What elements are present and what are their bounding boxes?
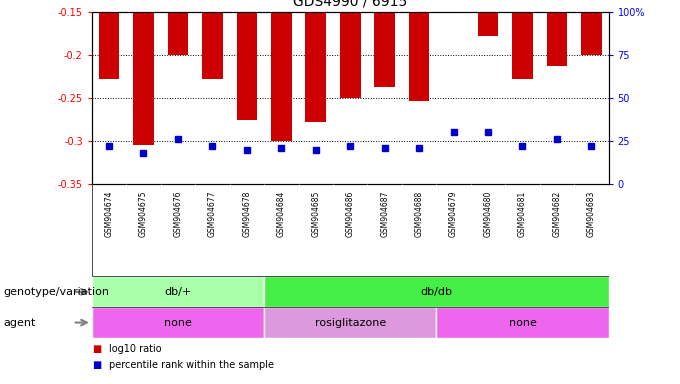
Bar	[202, 12, 223, 79]
Text: ■: ■	[92, 344, 101, 354]
Text: GSM904683: GSM904683	[587, 191, 596, 237]
Text: GSM904678: GSM904678	[242, 191, 252, 237]
Text: GSM904686: GSM904686	[345, 191, 355, 237]
Text: GSM904674: GSM904674	[105, 191, 114, 237]
Text: genotype/variation: genotype/variation	[3, 287, 109, 297]
Bar	[92, 307, 264, 338]
Text: agent: agent	[3, 318, 36, 328]
Text: GSM904682: GSM904682	[552, 191, 562, 237]
Text: GSM904680: GSM904680	[483, 191, 492, 237]
Text: GSM904681: GSM904681	[518, 191, 527, 237]
Bar	[477, 12, 498, 36]
Text: GSM904687: GSM904687	[380, 191, 389, 237]
Bar	[581, 12, 602, 55]
Bar	[437, 307, 609, 338]
Text: GSM904679: GSM904679	[449, 191, 458, 237]
Text: none: none	[509, 318, 537, 328]
Bar	[305, 12, 326, 122]
Text: GSM904677: GSM904677	[208, 191, 217, 237]
Text: GSM904685: GSM904685	[311, 191, 320, 237]
Text: GSM904688: GSM904688	[415, 191, 424, 237]
Bar	[409, 12, 430, 101]
Text: db/db: db/db	[420, 287, 452, 297]
Text: GSM904675: GSM904675	[139, 191, 148, 237]
Bar	[547, 12, 567, 66]
Bar	[340, 12, 360, 98]
Bar	[264, 276, 609, 307]
Bar	[512, 12, 533, 79]
Text: ■: ■	[92, 360, 101, 370]
Bar	[99, 12, 120, 79]
Title: GDS4990 / 6915: GDS4990 / 6915	[293, 0, 407, 9]
Text: GSM904684: GSM904684	[277, 191, 286, 237]
Bar	[271, 12, 292, 141]
Text: db/+: db/+	[165, 287, 192, 297]
Text: log10 ratio: log10 ratio	[109, 344, 161, 354]
Bar	[92, 276, 264, 307]
Bar	[264, 307, 437, 338]
Bar	[374, 12, 395, 87]
Text: rosiglitazone: rosiglitazone	[315, 318, 386, 328]
Bar	[133, 12, 154, 146]
Text: none: none	[164, 318, 192, 328]
Text: percentile rank within the sample: percentile rank within the sample	[109, 360, 274, 370]
Bar	[237, 12, 257, 119]
Bar	[167, 12, 188, 55]
Text: GSM904676: GSM904676	[173, 191, 182, 237]
